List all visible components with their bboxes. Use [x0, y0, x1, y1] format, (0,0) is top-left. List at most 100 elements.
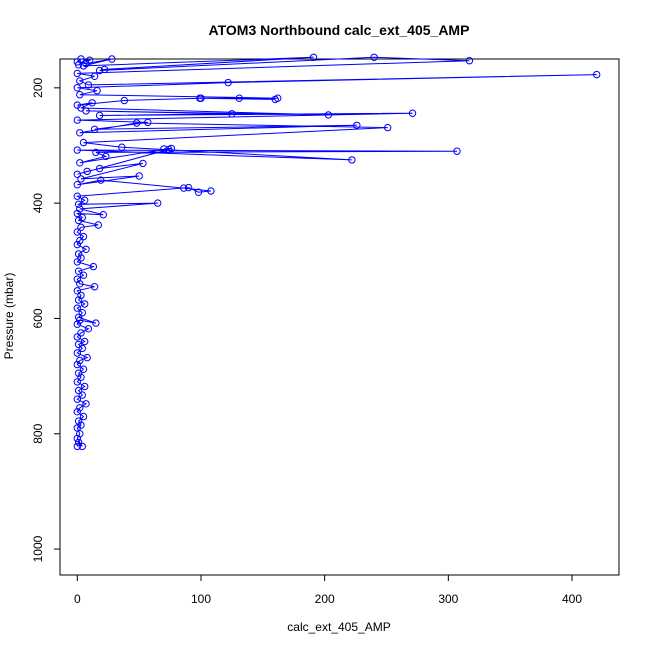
data-point — [74, 250, 83, 258]
data-point — [99, 211, 108, 219]
x-tick-label: 200 — [315, 592, 335, 606]
data-point — [76, 404, 84, 412]
data-point — [73, 360, 82, 369]
y-tick-label: 600 — [31, 308, 45, 328]
data-point — [465, 57, 474, 65]
data-point — [73, 378, 82, 386]
data-point — [160, 145, 168, 153]
data-point — [86, 56, 94, 64]
y-tick-label: 400 — [31, 193, 45, 213]
data-point — [384, 123, 392, 132]
data-point — [90, 125, 99, 134]
data-point — [77, 223, 85, 232]
data-point — [74, 417, 83, 425]
data-point — [73, 101, 82, 109]
data-point — [108, 55, 116, 63]
data-point — [79, 232, 88, 241]
data-point — [97, 176, 105, 184]
data-point — [94, 221, 103, 229]
data-point — [593, 70, 601, 79]
x-axis-label: calc_ext_405_AMP — [287, 620, 390, 634]
data-point — [167, 144, 176, 153]
data-point — [309, 53, 318, 61]
data-point — [77, 175, 85, 183]
data-point — [78, 391, 87, 399]
data-point — [74, 438, 83, 447]
data-point — [73, 228, 82, 236]
data-point — [95, 111, 104, 120]
data-point — [79, 62, 88, 70]
data-point — [78, 442, 87, 451]
data-point — [73, 442, 82, 451]
y-tick-label: 800 — [31, 423, 45, 443]
data-point — [83, 167, 91, 176]
x-tick-label: 100 — [191, 592, 211, 606]
data-point — [74, 313, 83, 321]
data-point — [144, 118, 152, 127]
data-point — [77, 329, 85, 337]
data-point — [76, 91, 84, 99]
plot-area — [73, 53, 601, 451]
chart-title: ATOM3 Northbound calc_ext_405_AMP — [209, 22, 470, 38]
data-point — [76, 205, 84, 213]
data-point — [180, 184, 188, 192]
data-point — [77, 373, 85, 381]
data-point — [78, 309, 87, 317]
x-tick-label: 300 — [438, 592, 458, 606]
data-point — [74, 61, 83, 69]
data-point — [79, 138, 88, 147]
data-point — [81, 300, 89, 308]
data-point — [196, 94, 204, 102]
data-point — [102, 152, 110, 161]
data-point — [92, 148, 100, 157]
data-point — [73, 84, 82, 92]
data-point — [76, 129, 84, 137]
data-point — [73, 258, 82, 266]
data-point — [224, 78, 232, 87]
data-point — [76, 77, 84, 85]
data-point — [95, 164, 104, 173]
data-point — [274, 94, 282, 102]
x-tick-label: 400 — [562, 592, 582, 606]
data-point — [74, 386, 83, 395]
data-point — [408, 109, 417, 117]
x-tick-label: 0 — [74, 592, 81, 606]
data-point — [207, 187, 215, 195]
data-point — [93, 87, 101, 95]
data-point — [73, 287, 82, 295]
data-point — [135, 172, 143, 180]
data-point — [95, 66, 104, 75]
data-point — [73, 304, 82, 312]
data-point — [353, 121, 361, 130]
data-point — [73, 116, 82, 124]
data-point — [79, 412, 88, 421]
data-point — [73, 333, 82, 341]
data-point — [79, 271, 88, 279]
data-point — [348, 156, 356, 164]
data-point — [154, 199, 162, 207]
data-point — [324, 111, 333, 119]
data-point — [82, 400, 90, 408]
data-point — [90, 283, 99, 291]
data-point — [77, 254, 85, 262]
y-axis: 200 400 600 800 1000 — [31, 77, 61, 562]
x-axis: 0 100 200 300 400 — [74, 574, 582, 606]
data-point — [77, 291, 85, 300]
data-point — [81, 382, 89, 391]
data-point — [82, 245, 90, 254]
data-point — [184, 183, 193, 192]
data-point — [79, 365, 88, 373]
data-point — [74, 267, 83, 275]
data-point — [453, 147, 461, 155]
data-point — [194, 188, 203, 196]
data-point — [73, 349, 82, 357]
data-point — [92, 319, 100, 327]
data-point — [76, 236, 84, 245]
data-point — [228, 110, 236, 118]
data-point — [76, 159, 84, 167]
data-point — [78, 344, 87, 353]
data-point — [100, 65, 109, 74]
data-point — [74, 200, 83, 209]
